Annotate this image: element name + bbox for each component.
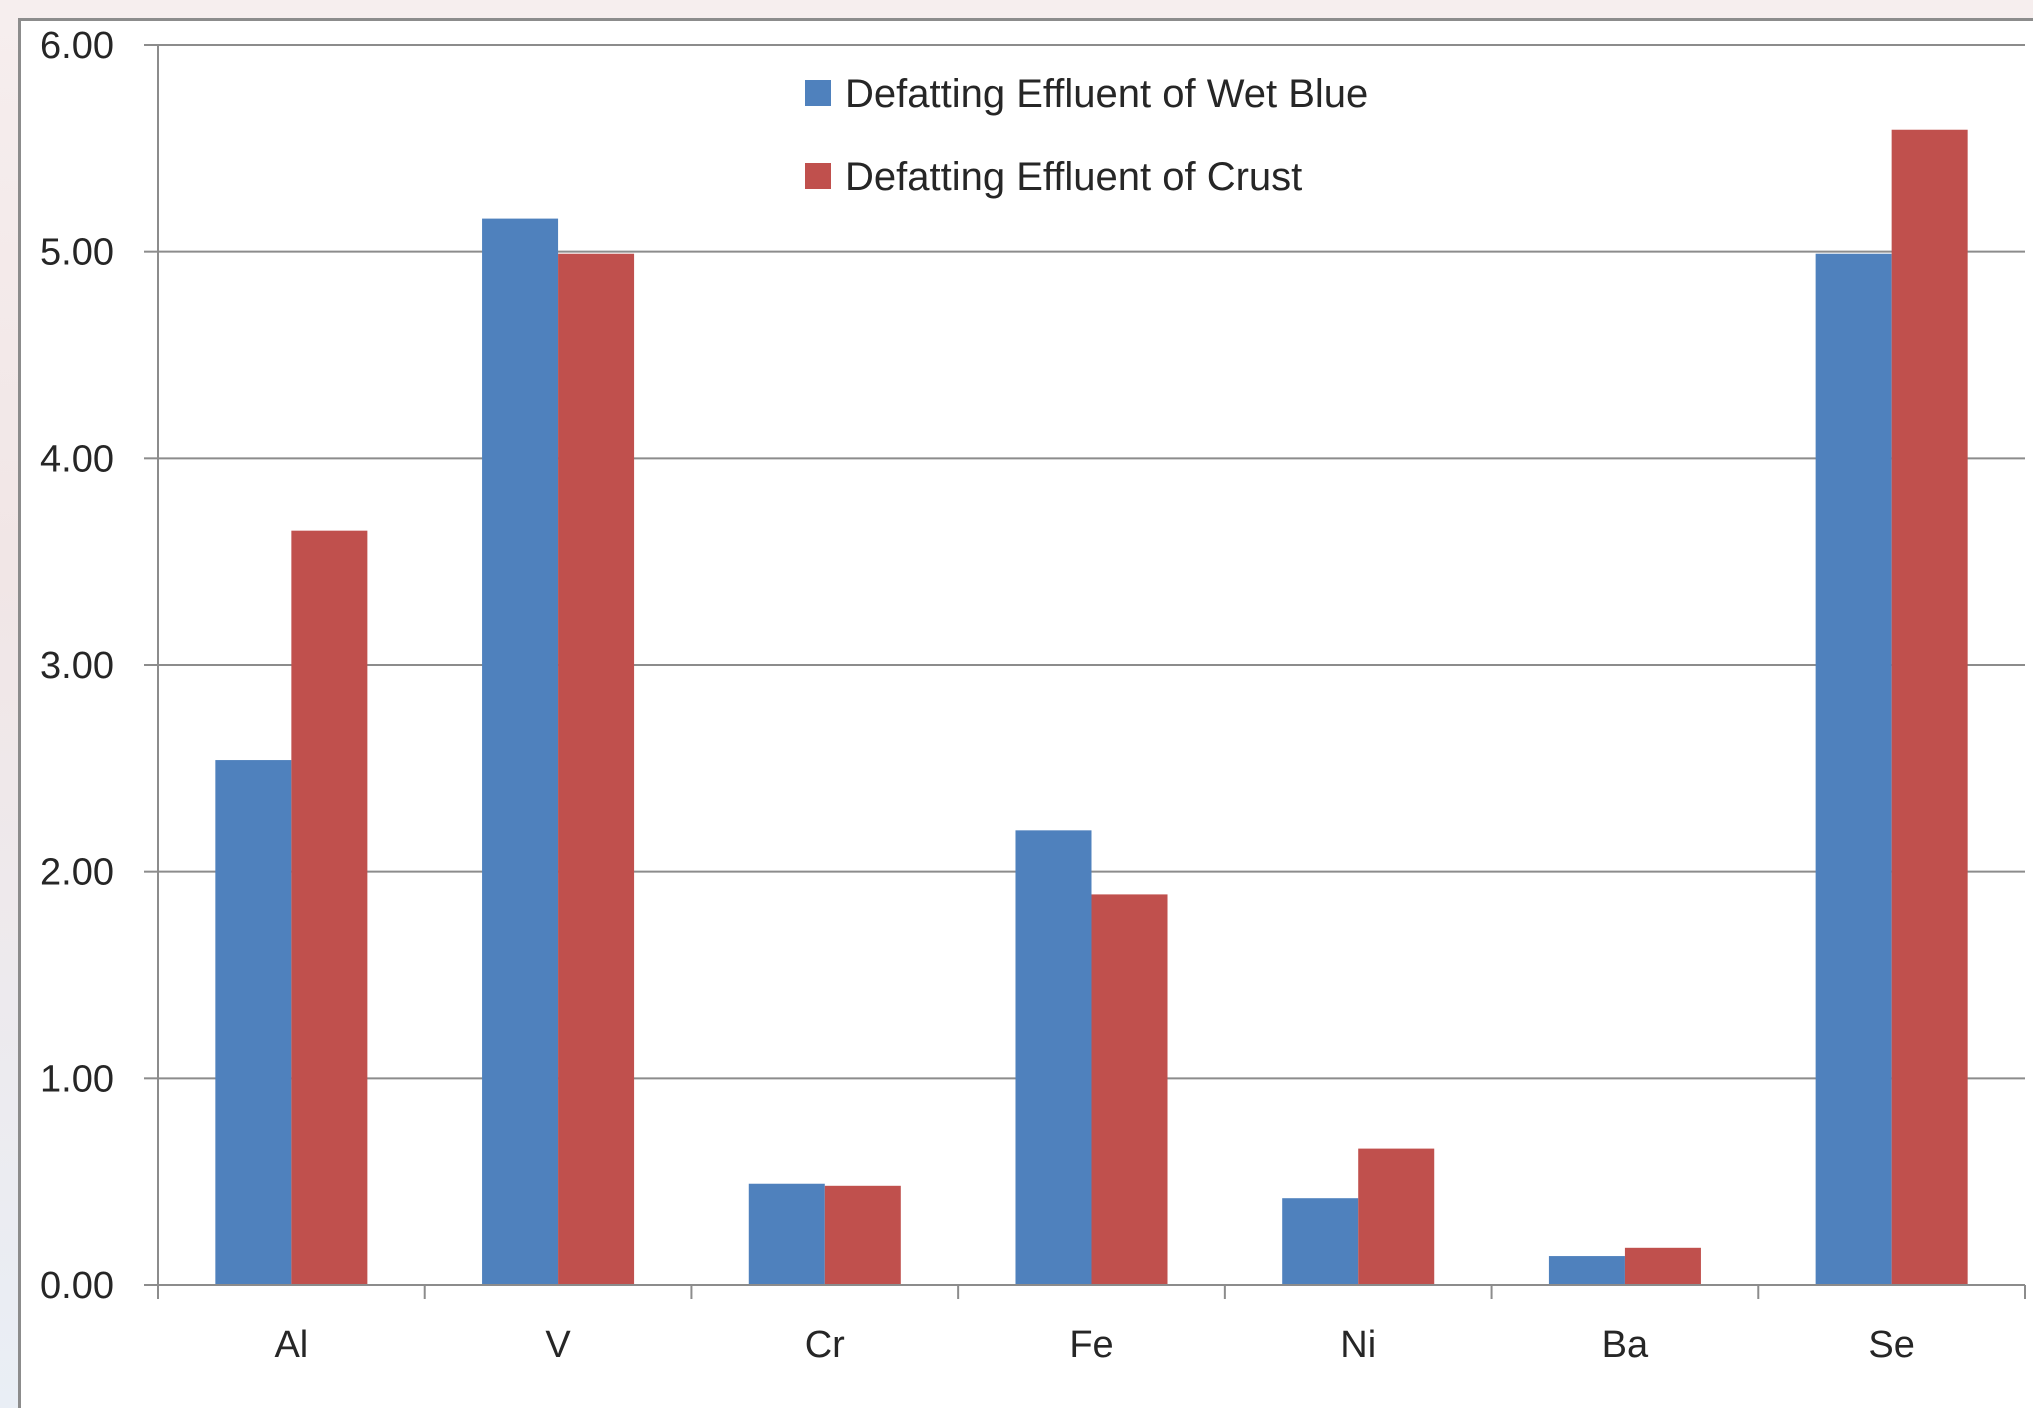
bar-al-series-1 [291, 530, 368, 1285]
bar-se-series-0 [1815, 253, 1892, 1285]
bar-cr-series-0 [748, 1183, 825, 1285]
bars [215, 129, 1968, 1286]
bar-cr-series-1 [824, 1185, 901, 1285]
y-tick-label: 2.00 [40, 852, 114, 894]
x-tick-label: Se [1868, 1324, 1914, 1366]
bar-ni-series-1 [1358, 1148, 1435, 1285]
bar-v-series-0 [482, 218, 559, 1286]
x-tick-label: Fe [1069, 1324, 1113, 1366]
bar-ni-series-0 [1282, 1198, 1359, 1285]
bar-al-series-0 [215, 760, 292, 1285]
legend: Defatting Effluent of Wet Blue Defatting… [805, 72, 1368, 199]
y-tick-label: 4.00 [40, 438, 114, 480]
bar-fe-series-0 [1015, 830, 1092, 1285]
bar-se-series-1 [1891, 129, 1968, 1285]
y-tick-label: 3.00 [40, 645, 114, 687]
bar-ba-series-0 [1548, 1256, 1625, 1285]
legend-swatch-wet-blue [805, 80, 831, 106]
x-tick-label: Ba [1602, 1324, 1649, 1366]
axes [157, 45, 2025, 1286]
x-tick-label: Ni [1340, 1324, 1376, 1366]
y-tick-labels: 0.00 1.00 2.00 3.00 4.00 5.00 6.00 [40, 25, 114, 1307]
y-tick-label: 0.00 [40, 1265, 114, 1307]
x-tick-label: Cr [805, 1324, 845, 1366]
x-tick-label: V [545, 1324, 571, 1366]
legend-label-wet-blue: Defatting Effluent of Wet Blue [845, 72, 1368, 116]
bar-ba-series-1 [1624, 1247, 1701, 1285]
x-tick-label: Al [274, 1324, 308, 1366]
bar-fe-series-1 [1091, 894, 1168, 1285]
x-tick-labels: Al V Cr Fe Ni Ba Se [274, 1324, 1914, 1366]
y-tick-label: 6.00 [40, 25, 114, 67]
legend-label-crust: Defatting Effluent of Crust [845, 155, 1302, 199]
legend-swatch-crust [805, 163, 831, 189]
bar-v-series-1 [558, 253, 635, 1285]
y-tick-label: 5.00 [40, 232, 114, 274]
y-tick-label: 1.00 [40, 1058, 114, 1100]
